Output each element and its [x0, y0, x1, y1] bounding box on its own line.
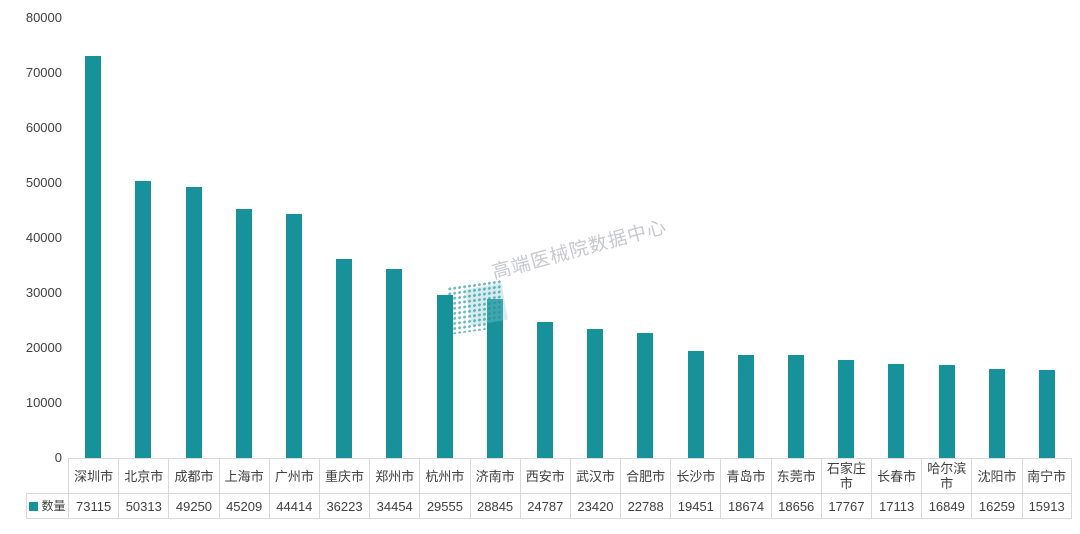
bar [637, 333, 654, 458]
value-cell: 34454 [369, 493, 420, 519]
city-header-cell: 上海市 [218, 458, 269, 493]
y-axis-label: 80000 [25, 10, 62, 25]
bar [888, 364, 905, 458]
value-cell: 22788 [620, 493, 671, 519]
legend-spacer [26, 458, 68, 493]
bar [1038, 370, 1055, 458]
legend-label: 数量 [41, 498, 66, 513]
legend-key-swatch [29, 501, 39, 511]
y-axis-label: 70000 [25, 65, 62, 80]
city-header-cell: 西安市 [519, 458, 570, 493]
city-header-cell: 北京市 [118, 458, 169, 493]
bar [787, 355, 804, 458]
city-header-cell: 青岛市 [720, 458, 771, 493]
bar [185, 187, 202, 458]
bar [235, 209, 252, 458]
y-axis-label: 10000 [25, 395, 62, 410]
value-cell: 19451 [670, 493, 721, 519]
city-header-cell: 杭州市 [419, 458, 470, 493]
bar [838, 360, 855, 458]
value-cell: 17767 [820, 493, 871, 519]
city-header-cell: 长沙市 [670, 458, 721, 493]
value-cell: 16849 [921, 493, 972, 519]
bar [386, 269, 403, 458]
value-cell: 18656 [770, 493, 821, 519]
y-axis-label: 20000 [25, 340, 62, 355]
city-header-cell: 东莞市 [770, 458, 821, 493]
value-cell: 18674 [720, 493, 771, 519]
value-cell: 36223 [318, 493, 370, 519]
y-axis-label: 60000 [25, 120, 62, 135]
city-header-cell: 郑州市 [369, 458, 420, 493]
legend-cell: 数量 [26, 493, 68, 519]
bar [336, 259, 353, 458]
value-cell: 24787 [519, 493, 570, 519]
value-cell: 16259 [971, 493, 1022, 519]
value-cell: 44414 [268, 493, 319, 519]
city-header-cell: 济南市 [469, 458, 520, 493]
bar [135, 181, 152, 458]
city-header-cell: 成都市 [168, 458, 219, 493]
value-cell: 29555 [419, 493, 470, 519]
bar [85, 56, 102, 458]
data-table: 数量 深圳市 73115 北京市 50313 成都市 49250 上海市 45209 广州市 444… [26, 458, 1072, 519]
city-header-cell: 长春市 [871, 458, 922, 493]
y-axis-label: 0 [54, 450, 62, 465]
city-header-cell: 哈尔滨市 [921, 458, 972, 493]
city-header-cell: 南宁市 [1021, 458, 1072, 493]
y-axis-label: 50000 [25, 175, 62, 190]
bar [938, 365, 955, 458]
value-cell: 49250 [168, 493, 219, 519]
city-header-cell: 合肥市 [620, 458, 671, 493]
y-axis-label: 30000 [25, 285, 62, 300]
bar [486, 299, 503, 458]
value-cell: 28845 [469, 493, 520, 519]
city-header-cell: 沈阳市 [971, 458, 1022, 493]
bar [587, 329, 604, 458]
bar [737, 355, 754, 458]
bar [436, 295, 453, 458]
value-cell: 50313 [118, 493, 169, 519]
city-header-cell: 武汉市 [569, 458, 621, 493]
value-cell: 15913 [1021, 493, 1072, 519]
bar [687, 351, 704, 458]
city-header-cell: 石家庄市 [820, 458, 871, 493]
city-header-cell: 重庆市 [318, 458, 370, 493]
value-cell: 17113 [871, 493, 922, 519]
y-axis-label: 40000 [25, 230, 62, 245]
city-header-cell: 深圳市 [68, 458, 119, 493]
value-cell: 45209 [218, 493, 269, 519]
city-header-cell: 广州市 [268, 458, 319, 493]
bar [536, 322, 553, 458]
plot-area [68, 0, 1072, 458]
bar [988, 369, 1005, 458]
bar [285, 214, 302, 458]
value-cell: 23420 [569, 493, 621, 519]
value-cell: 73115 [68, 493, 119, 519]
